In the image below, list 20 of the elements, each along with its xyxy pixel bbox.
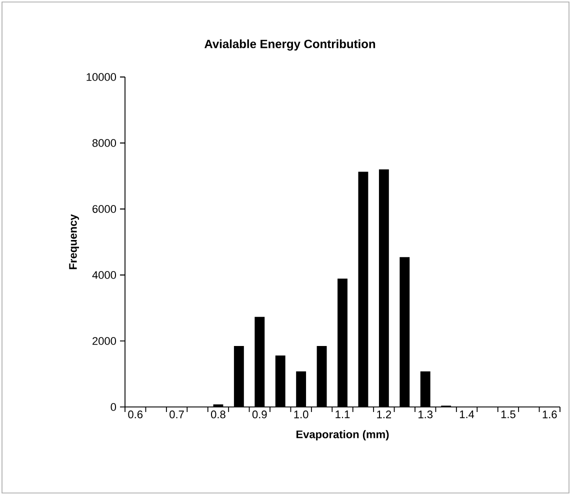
y-axis-title: Frequency (69, 214, 80, 270)
y-tick-label: 4000 (92, 271, 116, 279)
x-axis-title: Evaporation (mm) (296, 430, 389, 440)
x-tick-label: 1.3 (418, 410, 433, 418)
y-tick-label: 8000 (92, 139, 116, 147)
y-tick-label: 0 (110, 403, 116, 411)
x-tick-label: 0.7 (170, 410, 184, 418)
x-tick-label: 1.5 (501, 410, 516, 418)
x-tick-label: 0.6 (128, 410, 143, 418)
y-tick-label: 2000 (92, 337, 116, 345)
x-tick-label: 0.8 (210, 410, 226, 418)
x-tick-label: 1.2 (377, 410, 392, 418)
y-tick-label: 6000 (92, 205, 116, 213)
x-tick-label: 1.1 (336, 410, 350, 418)
x-tick-label: 1.6 (542, 410, 557, 418)
x-tick-label: 0.9 (252, 410, 267, 418)
chart-title: Avialable Energy Contribution (204, 39, 376, 51)
x-tick-label: 1.4 (460, 410, 474, 418)
y-tick-label: 10000 (86, 73, 116, 81)
x-tick-label: 1.0 (294, 410, 308, 418)
